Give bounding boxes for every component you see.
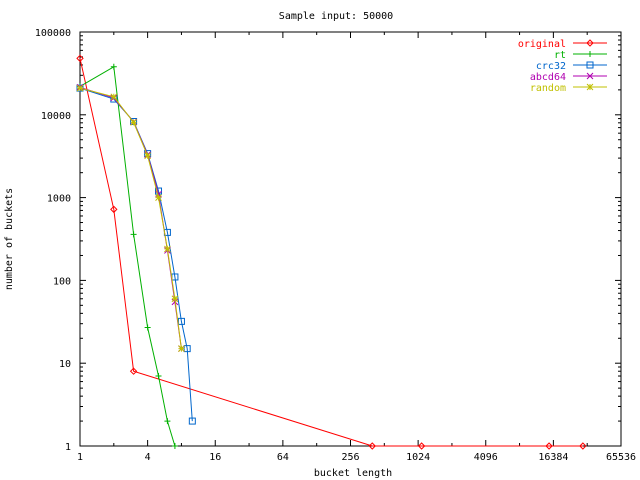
data-point-original xyxy=(579,442,587,450)
x-tick-label: 1024 xyxy=(406,452,430,463)
data-point-rt xyxy=(164,418,171,425)
y-tick-label: 1000 xyxy=(47,194,71,205)
legend-marker-original xyxy=(586,39,594,47)
data-point-original xyxy=(368,442,376,450)
y-ticks: 1 10 100 1000 10000 100000 xyxy=(35,28,621,453)
y-tick-label: 10 xyxy=(59,359,71,370)
y-tick-label: 10000 xyxy=(41,111,71,122)
x-tick-label: 4 xyxy=(145,452,151,463)
x-tick-label: 1 xyxy=(77,452,83,463)
y-tick-label: 1 xyxy=(65,442,71,453)
legend-label-rt: rt xyxy=(554,50,566,61)
data-point-original xyxy=(545,442,553,450)
legend-marker-random xyxy=(586,83,594,91)
data-point-random xyxy=(76,84,84,92)
legend-label-crc32: crc32 xyxy=(536,61,566,72)
x-tick-label: 256 xyxy=(341,452,359,463)
y-tick-label: 100000 xyxy=(35,28,71,39)
data-point-random xyxy=(171,295,179,303)
x-tick-label: 64 xyxy=(277,452,289,463)
data-point-random xyxy=(110,93,118,101)
legend-label-original: original xyxy=(518,39,566,50)
x-tick-label: 4096 xyxy=(474,452,498,463)
data-point-rt xyxy=(155,373,162,380)
series-line-random xyxy=(79,87,182,349)
legend-marker-rt xyxy=(587,51,593,57)
data-point-random xyxy=(155,194,162,201)
x-tick-label: 16 xyxy=(209,452,221,463)
data-point-original xyxy=(129,367,138,375)
series-original xyxy=(76,54,587,450)
data-point-random xyxy=(178,345,185,352)
series-rt xyxy=(77,63,178,449)
data-point-random xyxy=(164,245,171,253)
data-point-rt xyxy=(144,324,151,331)
data-point-rt xyxy=(130,231,137,238)
data-point-original xyxy=(110,205,118,214)
data-point-rt xyxy=(171,443,178,449)
series-random xyxy=(76,84,185,352)
data-point-original xyxy=(417,442,426,450)
x-tick-label: 65536 xyxy=(606,452,636,463)
series-layer xyxy=(76,54,587,450)
x-axis-label: bucket length xyxy=(314,468,392,479)
data-point-rt xyxy=(110,63,117,70)
data-point-random xyxy=(144,152,151,160)
data-point-random xyxy=(130,119,137,126)
legend-label-random: random xyxy=(530,83,566,94)
y-axis-label: number of buckets xyxy=(4,188,15,290)
chart-title: Sample input: 50000 xyxy=(279,11,393,22)
legend-marker-crc32 xyxy=(586,61,594,69)
legend-marker-abcd64 xyxy=(586,72,594,80)
x-tick-label: 16384 xyxy=(538,452,568,463)
data-point-original xyxy=(76,54,84,63)
y-tick-label: 100 xyxy=(53,276,71,287)
data-point-crc32 xyxy=(188,417,196,425)
legend-label-abcd64: abcd64 xyxy=(530,72,566,83)
series-line-original xyxy=(79,58,583,447)
data-point-crc32 xyxy=(177,317,185,325)
x-ticks: 1 4 16 64 256 1024 4096 16384 65536 xyxy=(77,32,636,463)
